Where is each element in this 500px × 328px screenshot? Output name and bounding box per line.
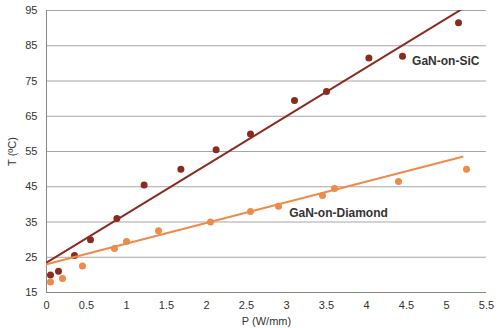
svg-text:35: 35 <box>25 216 37 228</box>
svg-text:0.5: 0.5 <box>79 299 94 311</box>
svg-text:3.5: 3.5 <box>319 299 334 311</box>
svg-text:85: 85 <box>25 39 37 51</box>
svg-text:P (W/mm): P (W/mm) <box>242 315 291 327</box>
svg-text:GaN-on-Diamond: GaN-on-Diamond <box>289 206 388 220</box>
svg-text:75: 75 <box>25 75 37 87</box>
svg-text:5: 5 <box>443 299 449 311</box>
svg-text:45: 45 <box>25 180 37 192</box>
svg-text:3: 3 <box>283 299 289 311</box>
svg-text:1.5: 1.5 <box>159 299 174 311</box>
svg-text:15: 15 <box>25 286 37 298</box>
svg-text:95: 95 <box>25 4 37 16</box>
svg-text:55: 55 <box>25 145 37 157</box>
svg-text:2: 2 <box>203 299 209 311</box>
svg-text:1: 1 <box>123 299 129 311</box>
svg-text:4: 4 <box>363 299 369 311</box>
svg-text:T (ºC): T (ºC) <box>6 137 18 166</box>
svg-text:2.5: 2.5 <box>239 299 254 311</box>
svg-text:0: 0 <box>43 299 49 311</box>
svg-text:4.5: 4.5 <box>399 299 414 311</box>
svg-text:5.5: 5.5 <box>479 299 494 311</box>
svg-text:GaN-on-SiC: GaN-on-SiC <box>412 54 480 68</box>
svg-text:25: 25 <box>25 251 37 263</box>
svg-text:65: 65 <box>25 110 37 122</box>
